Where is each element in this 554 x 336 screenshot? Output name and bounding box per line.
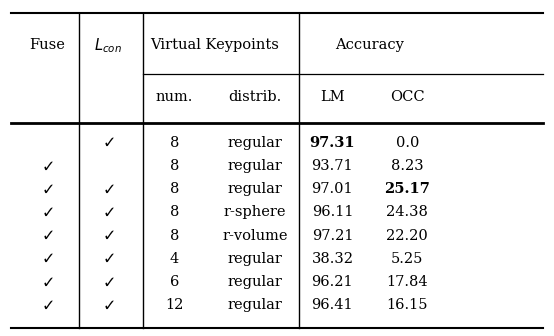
- Text: 96.41: 96.41: [311, 298, 353, 312]
- Text: regular: regular: [227, 182, 283, 196]
- Text: $\checkmark$: $\checkmark$: [102, 135, 114, 150]
- Text: 22.20: 22.20: [386, 228, 428, 243]
- Text: $\checkmark$: $\checkmark$: [41, 159, 53, 173]
- Text: 16.15: 16.15: [387, 298, 428, 312]
- Text: regular: regular: [227, 159, 283, 173]
- Text: 8: 8: [170, 159, 179, 173]
- Text: regular: regular: [227, 298, 283, 312]
- Text: Accuracy: Accuracy: [335, 38, 404, 52]
- Text: 38.32: 38.32: [311, 252, 353, 266]
- Text: regular: regular: [227, 252, 283, 266]
- Text: 25.17: 25.17: [384, 182, 430, 196]
- Text: $\checkmark$: $\checkmark$: [41, 228, 53, 243]
- Text: 8.23: 8.23: [391, 159, 423, 173]
- Text: $\checkmark$: $\checkmark$: [102, 205, 114, 220]
- Text: regular: regular: [227, 136, 283, 150]
- Text: $\checkmark$: $\checkmark$: [102, 275, 114, 289]
- Text: 12: 12: [165, 298, 184, 312]
- Text: 8: 8: [170, 182, 179, 196]
- Text: 8: 8: [170, 228, 179, 243]
- Text: $\checkmark$: $\checkmark$: [41, 298, 53, 312]
- Text: 8: 8: [170, 136, 179, 150]
- Text: r-sphere: r-sphere: [224, 205, 286, 219]
- Text: $\checkmark$: $\checkmark$: [102, 251, 114, 266]
- Text: 97.01: 97.01: [311, 182, 353, 196]
- Text: 0.0: 0.0: [396, 136, 419, 150]
- Text: Virtual Keypoints: Virtual Keypoints: [150, 38, 279, 52]
- Text: $\checkmark$: $\checkmark$: [41, 182, 53, 197]
- Text: 8: 8: [170, 205, 179, 219]
- Text: num.: num.: [156, 90, 193, 104]
- Text: 5.25: 5.25: [391, 252, 423, 266]
- Text: 93.71: 93.71: [311, 159, 353, 173]
- Text: $\checkmark$: $\checkmark$: [102, 228, 114, 243]
- Text: 97.21: 97.21: [312, 228, 353, 243]
- Text: $\checkmark$: $\checkmark$: [102, 182, 114, 197]
- Text: 96.21: 96.21: [311, 275, 353, 289]
- Text: $\checkmark$: $\checkmark$: [41, 275, 53, 289]
- Text: 96.11: 96.11: [312, 205, 353, 219]
- Text: 6: 6: [170, 275, 179, 289]
- Text: 4: 4: [170, 252, 179, 266]
- Text: $\checkmark$: $\checkmark$: [102, 298, 114, 312]
- Text: $\checkmark$: $\checkmark$: [41, 205, 53, 220]
- Text: $L_{con}$: $L_{con}$: [94, 36, 122, 55]
- Text: distrib.: distrib.: [228, 90, 281, 104]
- Text: regular: regular: [227, 275, 283, 289]
- Text: 97.31: 97.31: [310, 136, 355, 150]
- Text: $\checkmark$: $\checkmark$: [41, 251, 53, 266]
- Text: 24.38: 24.38: [386, 205, 428, 219]
- Text: r-volume: r-volume: [222, 228, 288, 243]
- Text: OCC: OCC: [390, 90, 424, 104]
- Text: LM: LM: [320, 90, 345, 104]
- Text: Fuse: Fuse: [29, 38, 65, 52]
- Text: 17.84: 17.84: [386, 275, 428, 289]
